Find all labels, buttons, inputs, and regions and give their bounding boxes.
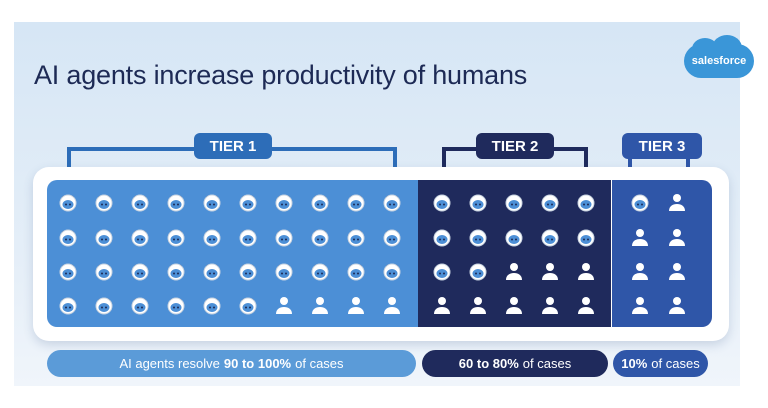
ai-agent-icon <box>382 192 402 212</box>
ai-agent-icon <box>346 261 366 281</box>
salesforce-logo: salesforce <box>684 35 754 78</box>
tier1-label: TIER 1 <box>194 133 272 159</box>
human-icon <box>576 295 596 315</box>
ai-agent-icon <box>310 227 330 247</box>
ai-agent-icon <box>274 192 294 212</box>
ai-agent-icon <box>202 261 222 281</box>
ai-agent-icon <box>468 261 488 281</box>
ai-agent-icon <box>630 192 650 212</box>
ai-agent-icon <box>274 261 294 281</box>
tier3-label: TIER 3 <box>622 133 702 159</box>
ai-agent-icon <box>166 227 186 247</box>
ai-agent-icon <box>468 227 488 247</box>
pill-value: 60 to 80% <box>458 356 519 371</box>
human-icon <box>630 295 650 315</box>
human-icon <box>504 295 524 315</box>
human-icon <box>667 261 687 281</box>
ai-agent-icon <box>238 295 258 315</box>
tier2-result-pill: 60 to 80% of cases <box>422 350 608 377</box>
ai-agent-icon <box>346 192 366 212</box>
ai-agent-icon <box>202 295 222 315</box>
ai-agent-icon <box>576 227 596 247</box>
tier1-panel <box>47 180 418 327</box>
tier3-result-pill: 10% of cases <box>613 350 708 377</box>
ai-agent-icon <box>130 227 150 247</box>
ai-agent-icon <box>130 295 150 315</box>
ai-agent-icon <box>202 192 222 212</box>
ai-agent-icon <box>130 261 150 281</box>
human-icon <box>382 295 402 315</box>
ai-agent-icon <box>166 261 186 281</box>
ai-agent-icon <box>58 192 78 212</box>
human-icon <box>468 295 488 315</box>
ai-agent-icon <box>432 227 452 247</box>
ai-agent-icon <box>382 261 402 281</box>
pill-text: of cases <box>295 356 344 371</box>
ai-agent-icon <box>504 227 524 247</box>
ai-agent-icon <box>504 192 524 212</box>
ai-agent-icon <box>310 261 330 281</box>
ai-agent-icon <box>166 192 186 212</box>
ai-agent-icon <box>130 192 150 212</box>
ai-agent-icon <box>468 192 488 212</box>
human-icon <box>310 295 330 315</box>
ai-agent-icon <box>94 192 114 212</box>
ai-agent-icon <box>94 261 114 281</box>
human-icon <box>576 261 596 281</box>
human-icon <box>630 227 650 247</box>
ai-agent-icon <box>94 295 114 315</box>
ai-agent-icon <box>540 192 560 212</box>
ai-agent-icon <box>238 261 258 281</box>
human-icon <box>432 295 452 315</box>
ai-agent-icon <box>540 227 560 247</box>
pill-text: AI agents resolve <box>119 356 220 371</box>
ai-agent-icon <box>274 227 294 247</box>
tier3-panel <box>612 180 712 327</box>
human-icon <box>667 295 687 315</box>
human-icon <box>504 261 524 281</box>
ai-agent-icon <box>346 227 366 247</box>
ai-agent-icon <box>58 227 78 247</box>
ai-agent-icon <box>166 295 186 315</box>
human-icon <box>540 295 560 315</box>
ai-agent-icon <box>94 227 114 247</box>
page-title: AI agents increase productivity of human… <box>34 60 528 90</box>
ai-agent-icon <box>382 227 402 247</box>
tier2-panel <box>418 180 611 327</box>
tier2-label: TIER 2 <box>476 133 554 159</box>
ai-agent-icon <box>432 261 452 281</box>
tier1-result-pill: AI agents resolve 90 to 100% of cases <box>47 350 416 377</box>
human-icon <box>274 295 294 315</box>
pill-value: 90 to 100% <box>223 356 292 371</box>
human-icon <box>540 261 560 281</box>
ai-agent-icon <box>238 192 258 212</box>
ai-agent-icon <box>432 192 452 212</box>
human-icon <box>630 261 650 281</box>
human-icon <box>667 192 687 212</box>
ai-agent-icon <box>58 261 78 281</box>
human-icon <box>667 227 687 247</box>
ai-agent-icon <box>202 227 222 247</box>
ai-agent-icon <box>310 192 330 212</box>
ai-agent-icon <box>576 192 596 212</box>
pill-value: 10% <box>621 356 648 371</box>
ai-agent-icon <box>238 227 258 247</box>
human-icon <box>346 295 366 315</box>
ai-agent-icon <box>58 295 78 315</box>
pill-text: of cases <box>651 356 700 371</box>
pill-text: of cases <box>522 356 572 371</box>
